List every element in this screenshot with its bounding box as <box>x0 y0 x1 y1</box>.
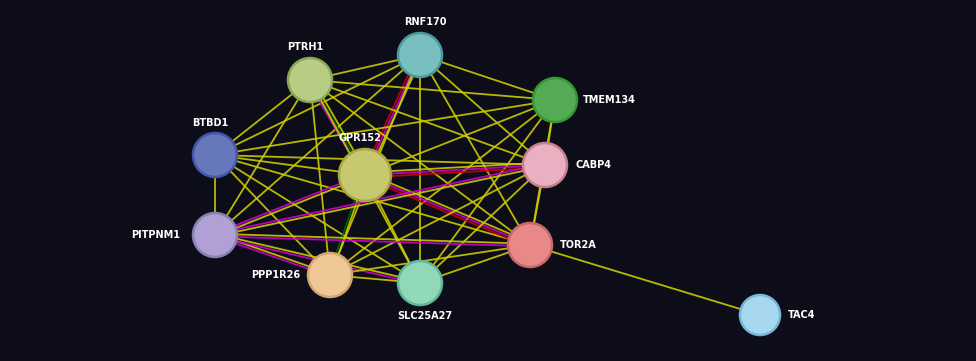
Text: GPR152: GPR152 <box>339 133 382 143</box>
Text: TOR2A: TOR2A <box>560 240 596 250</box>
Text: PTRH1: PTRH1 <box>287 42 323 52</box>
Circle shape <box>193 213 237 257</box>
Circle shape <box>398 33 442 77</box>
Circle shape <box>740 295 780 335</box>
Text: CABP4: CABP4 <box>575 160 611 170</box>
Circle shape <box>533 78 577 122</box>
Circle shape <box>523 143 567 187</box>
Text: PPP1R26: PPP1R26 <box>251 270 300 280</box>
Text: TMEM134: TMEM134 <box>583 95 636 105</box>
Circle shape <box>508 223 552 267</box>
Circle shape <box>308 253 352 297</box>
Circle shape <box>193 133 237 177</box>
Text: BTBD1: BTBD1 <box>192 118 228 128</box>
Text: SLC25A27: SLC25A27 <box>397 311 453 321</box>
Text: TAC4: TAC4 <box>788 310 816 320</box>
Text: PITPNM1: PITPNM1 <box>131 230 180 240</box>
Circle shape <box>398 261 442 305</box>
Text: RNF170: RNF170 <box>404 17 446 27</box>
Circle shape <box>288 58 332 102</box>
Circle shape <box>339 149 391 201</box>
